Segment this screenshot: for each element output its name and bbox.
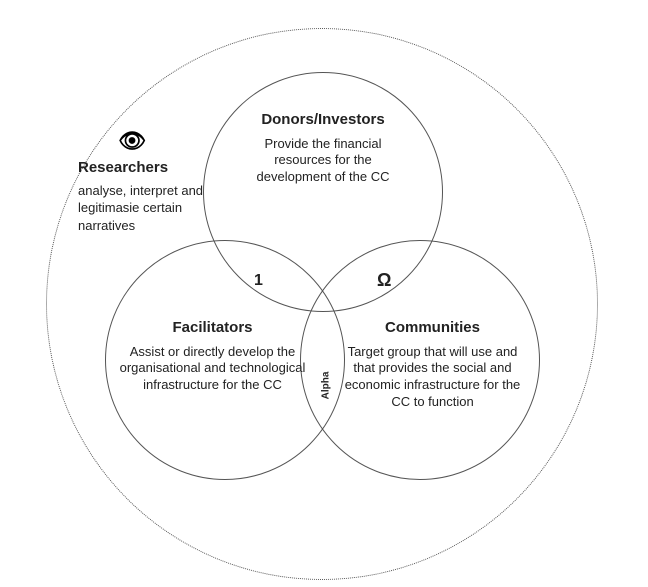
eye-icon: 👁 [118, 128, 146, 154]
donors-block: Donors/Investors Provide the financial r… [238, 110, 408, 186]
donors-desc: Provide the financial resources for the … [238, 136, 408, 187]
researchers-title: Researchers [78, 158, 208, 178]
diagram-stage: Donors/Investors Provide the financial r… [0, 0, 648, 587]
donors-title: Donors/Investors [238, 110, 408, 130]
intersection-label-one: 1 [254, 272, 263, 290]
researchers-block: Researchers analyse, interpret and legit… [78, 158, 208, 234]
intersection-label-omega: Ω [377, 270, 391, 291]
facilitators-desc: Assist or directly develop the organisat… [115, 344, 310, 395]
communities-block: Communities Target group that will use a… [335, 318, 530, 411]
facilitators-title: Facilitators [115, 318, 310, 338]
researchers-desc: analyse, interpret and legitimasie certa… [78, 182, 208, 235]
communities-title: Communities [335, 318, 530, 338]
communities-desc: Target group that will use and that prov… [335, 344, 530, 412]
facilitators-block: Facilitators Assist or directly develop … [115, 318, 310, 394]
intersection-label-alpha: Alpha [320, 372, 331, 400]
